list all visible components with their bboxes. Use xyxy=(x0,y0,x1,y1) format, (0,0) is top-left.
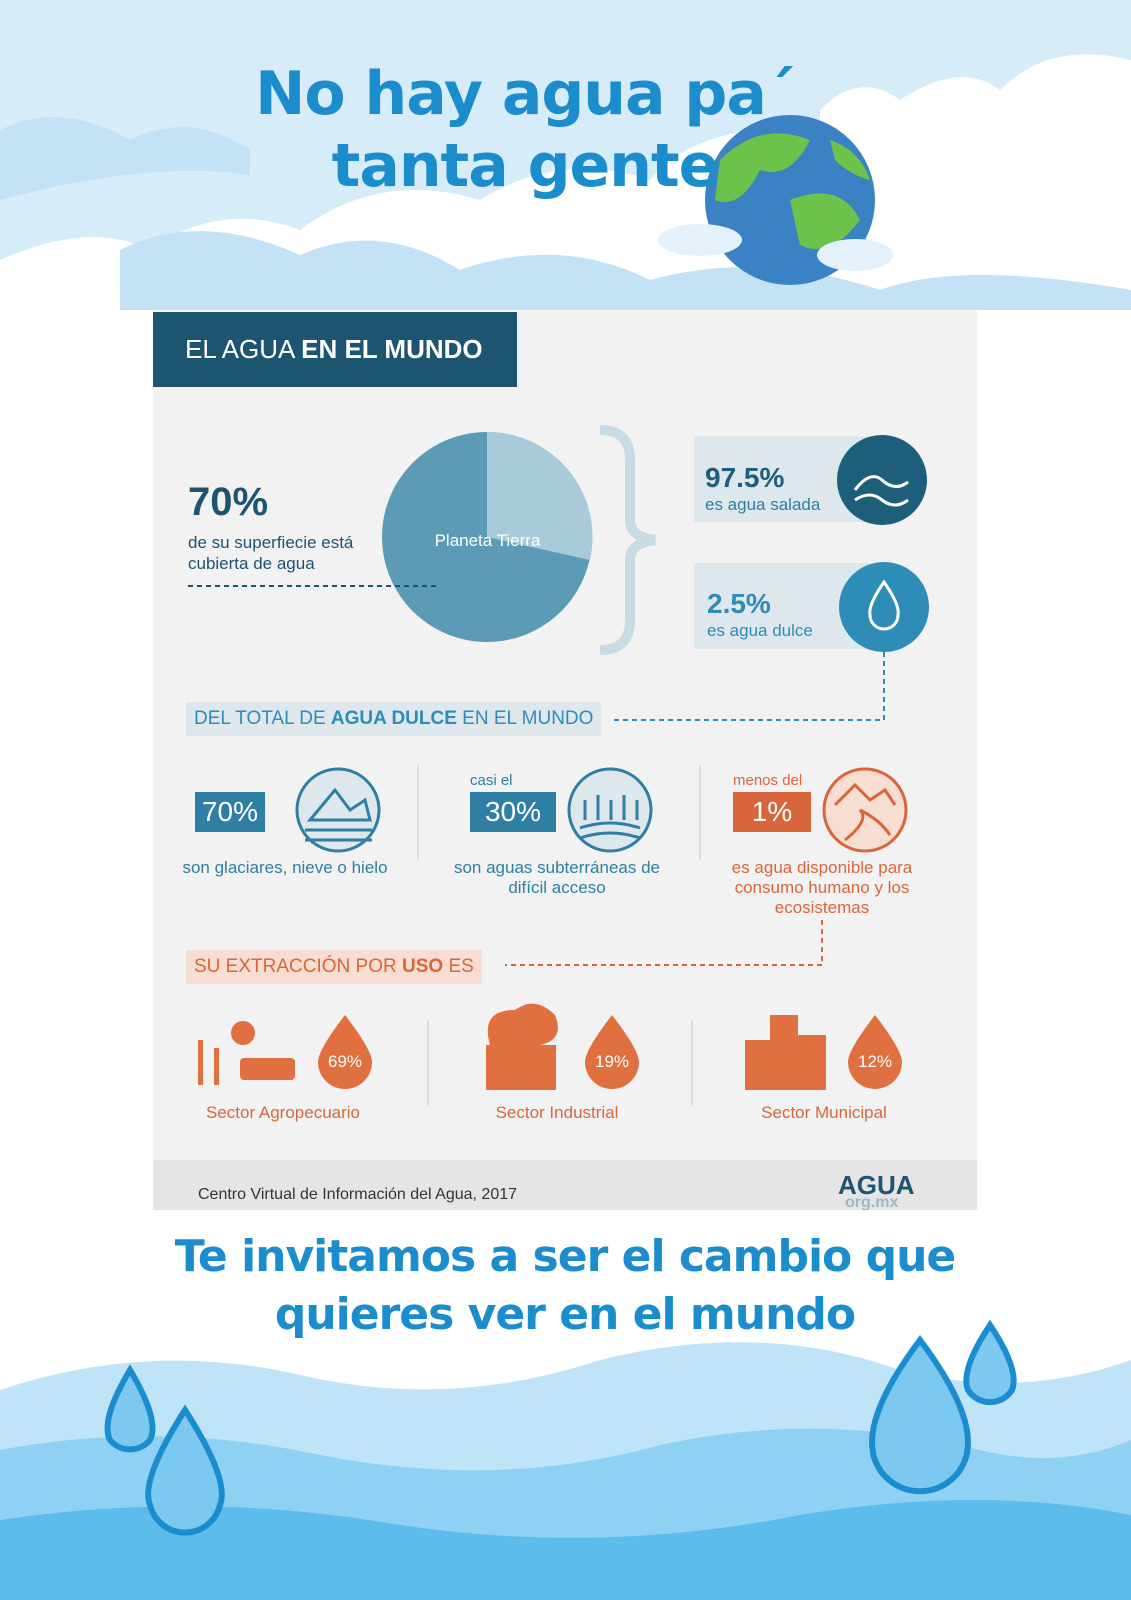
planet-label: Planeta Tierra xyxy=(434,531,541,550)
item-prefix: menos del xyxy=(733,772,803,789)
info-panel xyxy=(153,310,977,1210)
heading-bold: EN EL MUNDO xyxy=(301,334,483,364)
text-bold: AGUA DULCE xyxy=(330,708,457,729)
waves xyxy=(0,1342,1131,1600)
earth xyxy=(658,115,893,285)
fresh-value: 2.5% xyxy=(707,588,771,619)
title: No hay agua pa´ tanta gente xyxy=(255,59,796,201)
item-text: es agua disponible para consumo humano y… xyxy=(731,858,913,917)
surface-text: de su superfiecie está cubierta de agua xyxy=(188,533,354,573)
item-text: son aguas subterráneas de difícil acceso xyxy=(453,858,661,897)
sector-value: 19% xyxy=(594,1052,630,1071)
text-bold: USO xyxy=(401,956,444,977)
sector-label: Sector Agropecuario xyxy=(205,1103,361,1122)
fresh-text: es agua dulce xyxy=(707,621,813,640)
text: DEL TOTAL DE xyxy=(194,708,331,729)
logo: AGUA xyxy=(838,1170,915,1200)
sector-value: 12% xyxy=(857,1052,893,1071)
fresh-heading: DEL TOTAL DE AGUA DULCE EN EL MUNDO xyxy=(186,702,602,736)
text: ES xyxy=(443,956,474,977)
surface-value: 70% xyxy=(188,480,269,524)
item-prefix: casi el xyxy=(470,772,513,789)
item-value: 1% xyxy=(733,792,811,832)
text: SU EXTRACCIÓN POR xyxy=(194,956,402,977)
salt-text: es agua salada xyxy=(705,495,821,514)
sector-label: Sector Industrial xyxy=(495,1103,619,1122)
sector-label: Sector Municipal xyxy=(761,1103,887,1122)
use-heading: SU EXTRACCIÓN POR USO ES xyxy=(186,950,482,984)
footer-message: Te invitamos a ser el cambio que quieres… xyxy=(174,1231,957,1340)
panel-heading: EL AGUA EN EL MUNDO xyxy=(153,312,517,387)
drops xyxy=(104,1319,1017,1536)
source: Centro Virtual de Información del Agua, … xyxy=(198,1186,518,1203)
heading-light: EL AGUA xyxy=(185,334,302,364)
salt-value: 97.5% xyxy=(705,462,785,493)
item-value: 30% xyxy=(470,792,556,832)
item-value: 70% xyxy=(195,792,265,832)
item-text: son glaciares, nieve o hielo xyxy=(182,858,388,877)
sector-value: 69% xyxy=(327,1052,363,1071)
clouds xyxy=(0,0,1131,260)
logo-sub: org.mx xyxy=(845,1196,899,1210)
text: EN EL MUNDO xyxy=(456,708,594,729)
